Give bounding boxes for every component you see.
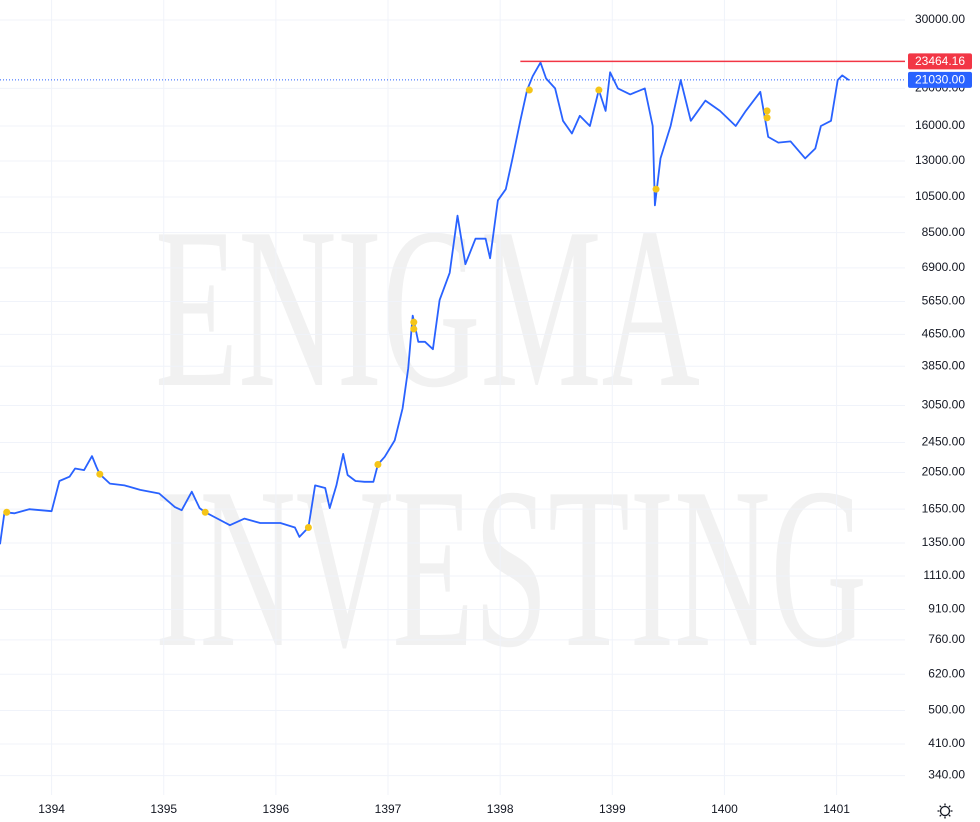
settings-button[interactable] (937, 803, 953, 819)
y-tick-label: 1650.00 (922, 501, 966, 515)
y-tick-label: 340.00 (928, 768, 965, 782)
price-label-box (908, 53, 972, 70)
price-line (0, 61, 850, 545)
price-label: 23464.16 (915, 54, 965, 68)
y-tick-label: 410.00 (928, 736, 965, 750)
x-tick-label: 1395 (150, 802, 177, 816)
x-tick-label: 1396 (263, 802, 290, 816)
x-tick-label: 1400 (711, 802, 738, 816)
event-marker (525, 86, 533, 94)
event-marker (763, 114, 771, 122)
event-marker (652, 185, 660, 193)
x-tick-label: 1394 (38, 802, 65, 816)
gear-teeth (937, 803, 953, 819)
price-label: 21030.00 (915, 73, 965, 87)
event-marker (374, 461, 382, 469)
price-label-box (908, 71, 972, 88)
y-tick-label: 3850.00 (922, 358, 966, 372)
x-tick-label: 1398 (487, 802, 514, 816)
y-tick-label: 13000.00 (915, 153, 965, 167)
watermark-text: INVESTING (155, 440, 867, 695)
y-tick-label: 910.00 (928, 602, 965, 616)
y-tick-label: 10500.00 (915, 189, 965, 203)
watermark-text: ENIGMA (155, 180, 700, 435)
y-tick-label: 620.00 (928, 666, 965, 680)
y-tick-label: 3050.00 (922, 398, 966, 412)
x-tick-label: 1399 (599, 802, 626, 816)
event-marker (3, 508, 11, 516)
y-tick-label: 8500.00 (922, 225, 966, 239)
y-tick-label: 500.00 (928, 703, 965, 717)
gear-ring (939, 805, 951, 817)
event-marker (410, 318, 418, 326)
y-tick-label: 30000.00 (915, 12, 965, 26)
event-marker (763, 107, 771, 115)
y-tick-label: 4650.00 (922, 327, 966, 341)
x-tick-label: 1397 (375, 802, 402, 816)
y-tick-label: 6900.00 (922, 260, 966, 274)
y-tick-label: 1350.00 (922, 535, 966, 549)
y-tick-label: 2450.00 (922, 435, 966, 449)
event-marker (201, 508, 209, 516)
event-marker (595, 86, 603, 94)
x-tick-label: 1401 (823, 802, 850, 816)
y-tick-label: 760.00 (928, 632, 965, 646)
event-marker (410, 325, 418, 333)
y-tick-label: 16000.00 (915, 118, 965, 132)
event-marker (96, 470, 104, 478)
watermark: ENIGMA INVESTING (155, 180, 867, 695)
y-tick-label: 2050.00 (922, 465, 966, 479)
y-tick-label: 1110.00 (923, 568, 965, 582)
event-marker (304, 523, 312, 531)
y-tick-label: 5650.00 (922, 294, 966, 308)
